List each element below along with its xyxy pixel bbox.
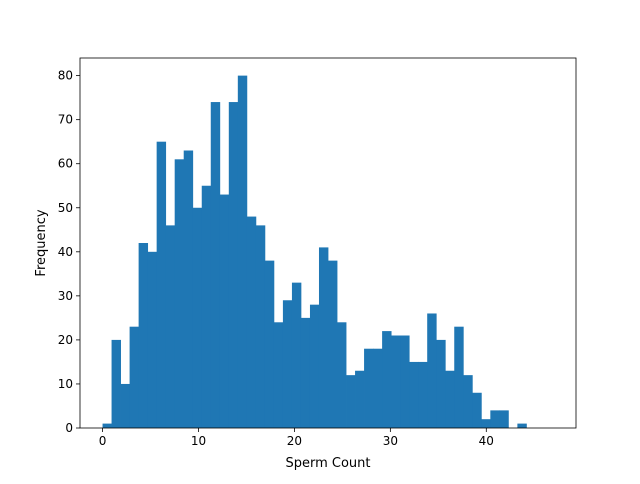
histogram-bar [102, 423, 112, 428]
x-tick-label: 0 [99, 434, 107, 448]
histogram-bar [201, 185, 212, 428]
histogram-bar [147, 251, 158, 428]
x-tick-label: 30 [383, 434, 398, 448]
histogram-bar [382, 331, 392, 428]
y-tick-label: 60 [58, 157, 73, 171]
histogram-bar [373, 348, 383, 428]
y-tick-label: 30 [58, 289, 73, 303]
histogram-bar [346, 375, 356, 428]
y-tick-label: 0 [65, 421, 73, 435]
histogram-bar [192, 207, 203, 428]
histogram-bar [490, 410, 500, 428]
x-tick-label: 20 [287, 434, 302, 448]
histogram-bar [409, 361, 419, 428]
y-tick-label: 10 [58, 377, 73, 391]
histogram-bar [111, 339, 121, 428]
histogram-bar [472, 392, 482, 428]
histogram-bar [210, 102, 221, 429]
histogram-bar [300, 317, 311, 428]
histogram-bar [237, 75, 248, 429]
y-tick-label: 20 [58, 333, 73, 347]
histogram-bar [499, 410, 509, 428]
y-tick-label: 40 [58, 245, 73, 259]
histogram-bar [418, 361, 428, 428]
x-axis-ticks: 0 10 20 30 40 [99, 428, 494, 448]
y-tick-label: 70 [58, 113, 73, 127]
y-axis-ticks: 0 10 20 30 40 50 60 70 80 [58, 69, 80, 435]
histogram-bar [445, 370, 455, 428]
histogram-bar [156, 141, 167, 428]
plot-frame [79, 57, 577, 429]
histogram-bar [246, 216, 257, 428]
histogram-bar [228, 102, 239, 429]
x-axis-label: Sperm Count [285, 456, 370, 471]
histogram-bar [436, 339, 446, 428]
histogram-bar [328, 260, 338, 428]
histogram-bar [129, 326, 140, 428]
histogram-bar [273, 322, 284, 428]
histogram-bar [391, 335, 401, 428]
x-tick-label: 40 [479, 434, 494, 448]
histogram-bar [219, 194, 230, 428]
histogram-bar [183, 150, 194, 428]
histogram-bar [337, 322, 347, 428]
histogram-bar [400, 335, 410, 428]
y-tick-label: 50 [58, 201, 73, 215]
x-tick-label: 10 [191, 434, 206, 448]
histogram-bar [291, 282, 302, 428]
histogram-bar [282, 300, 293, 428]
histogram-bar [517, 423, 527, 428]
bars-layer [102, 75, 527, 429]
histogram-bar [264, 260, 275, 428]
histogram-bar [138, 243, 149, 428]
histogram-bar [120, 383, 130, 428]
histogram-bar [481, 419, 491, 428]
histogram-bar [364, 348, 374, 428]
histogram-bar [463, 375, 473, 428]
histogram-bar [454, 326, 464, 428]
histogram-bar [165, 225, 176, 428]
histogram-bar [309, 304, 320, 428]
histogram-bar [427, 313, 437, 428]
histogram-bar [255, 225, 266, 428]
y-tick-label: 80 [58, 69, 73, 83]
y-axis-label: Frequency [34, 209, 49, 276]
histogram-bar [318, 247, 329, 428]
histogram-bar [174, 159, 185, 428]
histogram-bar [355, 370, 365, 428]
